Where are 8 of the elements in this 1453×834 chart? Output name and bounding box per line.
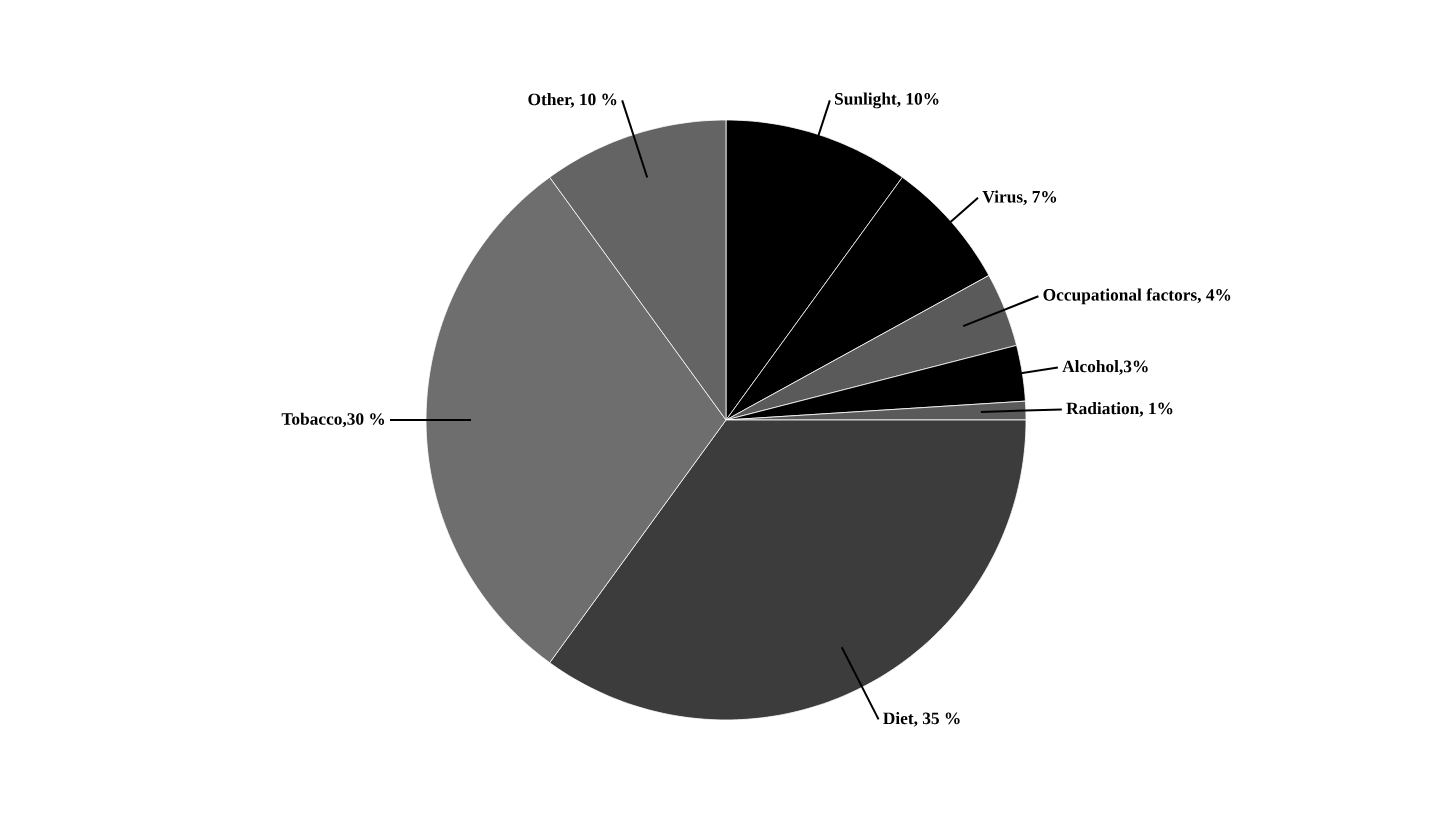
slice-label: Occupational factors, 4% (1043, 288, 1231, 305)
slice-label: Sunlight, 10% (835, 92, 939, 109)
slice-label: Other, 10 % (528, 93, 617, 108)
slice-label: Radiation, 1% (1066, 402, 1173, 417)
slice-label: Virus, 7% (982, 190, 1057, 206)
slice-label: Tobacco,30 % (281, 412, 385, 428)
slice-label: Alcohol,3% (1062, 360, 1148, 375)
slice-label: Diet, 35 % (883, 712, 960, 727)
